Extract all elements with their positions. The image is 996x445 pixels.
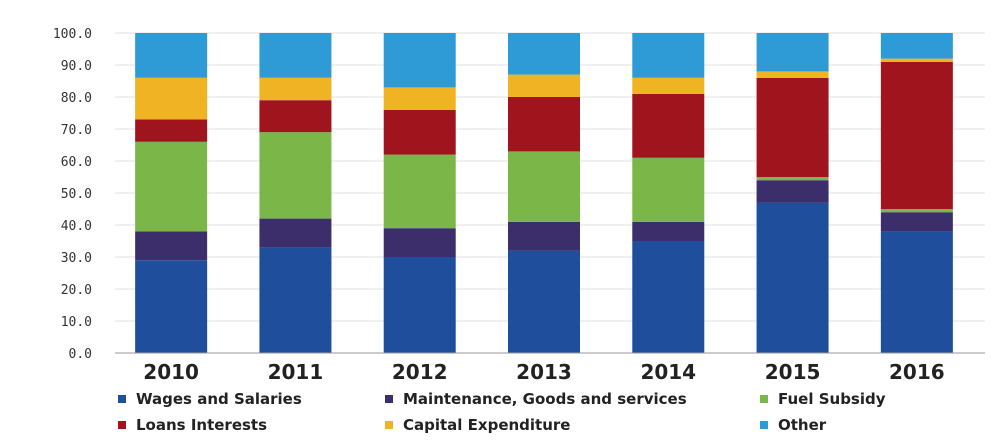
bar-2016-series-1 (880, 212, 953, 232)
legend-swatch (118, 395, 126, 403)
bar-2016-series-5 (880, 33, 953, 59)
bar-2013-series-0 (508, 250, 580, 353)
bar-2014-series-0 (632, 241, 705, 353)
bar-2014-series-4 (632, 77, 705, 94)
y-tick-label: 60.0 (61, 155, 92, 170)
bar-2015-series-5 (756, 33, 829, 72)
y-tick-label: 70.0 (61, 123, 92, 138)
bar-2010-series-0 (135, 260, 208, 353)
legend-label: Capital Expenditure (403, 416, 570, 434)
legend-label: Wages and Salaries (136, 390, 302, 408)
bar-2011-series-2 (259, 132, 332, 219)
bar-2013-series-2 (508, 151, 580, 222)
bar-2013-series-3 (508, 97, 580, 152)
y-tick-label: 100.0 (53, 27, 92, 42)
y-axis-ticks: 0.0 10.0 20.0 30.0 40.0 50.0 60.0 70.0 80.0 90.0 1… (53, 27, 92, 362)
bar-2012-series-0 (383, 257, 456, 353)
bar-2011-series-1 (259, 218, 332, 248)
x-tick-label: 2012 (392, 360, 448, 384)
legend-swatch (385, 421, 393, 429)
legend-label: Loans Interests (136, 416, 267, 434)
legend-label: Fuel Subsidy (778, 390, 886, 408)
y-tick-label: 80.0 (61, 91, 92, 106)
bar-2010-series-3 (135, 119, 208, 142)
bar-2010-series-2 (135, 141, 208, 232)
bars (135, 33, 953, 353)
bar-2010-series-5 (135, 33, 208, 78)
y-tick-label: 40.0 (61, 219, 92, 234)
bar-2014-series-2 (632, 157, 705, 222)
y-tick-label: 50.0 (61, 187, 92, 202)
bar-2015-series-1 (756, 180, 829, 203)
bar-2011-series-4 (259, 77, 332, 101)
bar-2013-series-4 (508, 74, 580, 97)
x-tick-label: 2013 (516, 360, 572, 384)
bar-2016-series-0 (880, 231, 953, 353)
bar-2016-series-3 (880, 61, 953, 209)
x-tick-label: 2016 (889, 360, 945, 384)
x-tick-label: 2010 (143, 360, 199, 384)
legend-label: Maintenance, Goods and services (403, 390, 687, 408)
bar-2013-series-5 (508, 33, 580, 75)
legend: Wages and Salaries Maintenance, Goods and… (118, 390, 886, 434)
x-tick-label: 2011 (268, 360, 324, 384)
bar-2011-series-5 (259, 33, 332, 78)
x-tick-label: 2015 (765, 360, 821, 384)
legend-swatch (760, 421, 768, 429)
bar-2012-series-4 (383, 87, 456, 110)
bar-2011-series-0 (259, 247, 332, 353)
bar-2011-series-3 (259, 100, 332, 133)
bar-2010-series-4 (135, 77, 208, 120)
y-tick-label: 90.0 (61, 59, 92, 74)
bar-2016-series-2 (880, 209, 953, 213)
bar-2016-series-4 (880, 58, 953, 62)
legend-swatch (760, 395, 768, 403)
bar-2012-series-5 (383, 33, 456, 88)
x-axis-ticks: 2010 2011 2012 2013 2014 2015 2016 (143, 360, 944, 384)
bar-2012-series-1 (383, 228, 456, 257)
bar-2012-series-3 (383, 109, 456, 155)
legend-swatch (118, 421, 126, 429)
bar-2015-series-4 (756, 71, 829, 78)
y-tick-label: 10.0 (61, 315, 92, 330)
x-tick-label: 2014 (640, 360, 696, 384)
legend-label: Other (778, 416, 827, 434)
bar-2013-series-1 (508, 221, 580, 251)
bar-2014-series-1 (632, 221, 705, 241)
bar-2014-series-5 (632, 33, 705, 78)
y-tick-label: 20.0 (61, 283, 92, 298)
bar-2015-series-0 (756, 202, 829, 353)
legend-swatch (385, 395, 393, 403)
y-tick-label: 30.0 (61, 251, 92, 266)
bar-2015-series-3 (756, 77, 829, 177)
bar-2015-series-2 (756, 177, 829, 181)
bar-2014-series-3 (632, 93, 705, 158)
y-tick-label: 0.0 (69, 347, 92, 362)
bar-2010-series-1 (135, 231, 208, 261)
bar-2012-series-2 (383, 154, 456, 229)
